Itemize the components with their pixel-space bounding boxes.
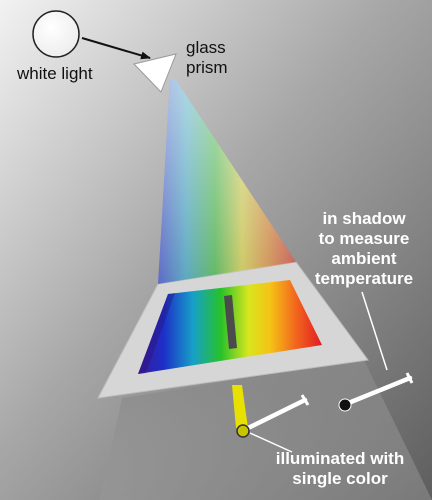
- glass-prism: [133, 53, 177, 93]
- glass-prism-label-line: prism: [186, 58, 228, 77]
- spectrum-edge: [138, 293, 175, 374]
- shadow-label-line: to measure: [318, 229, 410, 248]
- lit-label-leader: [249, 432, 293, 453]
- lit-thermometer-label: illuminated with single color: [258, 449, 422, 489]
- slit-light-band: [232, 385, 248, 428]
- shadow-label-line: in shadow: [322, 209, 406, 228]
- lit-label-line: single color: [292, 469, 388, 488]
- shadow-thermometer-stem: [343, 375, 413, 407]
- shadow-thermometer-cap: [405, 372, 414, 384]
- shadow-thermometer-label: in shadow to measure ambient temperature: [300, 209, 428, 289]
- lit-label-line: illuminated with: [275, 449, 405, 468]
- spectrum-slit: [224, 295, 237, 349]
- spectrum-beam-highlight: [158, 80, 296, 284]
- light-arrow: [81, 37, 151, 60]
- shadow-label-leader: [361, 291, 388, 371]
- glass-prism-label-line: glass: [186, 38, 226, 57]
- lit-thermometer-stem: [241, 397, 308, 433]
- white-light-source: [32, 10, 80, 58]
- shadow-label-line: ambient: [331, 249, 397, 268]
- white-light-label: white light: [17, 64, 93, 83]
- shadow-thermometer-bulb: [338, 398, 352, 412]
- glass-prism-label: glass prism: [186, 38, 228, 78]
- table-shadow: [100, 360, 432, 500]
- shadow-label-line: temperature: [314, 269, 414, 288]
- lit-thermometer-cap: [300, 394, 310, 406]
- lit-thermometer-bulb: [236, 424, 250, 438]
